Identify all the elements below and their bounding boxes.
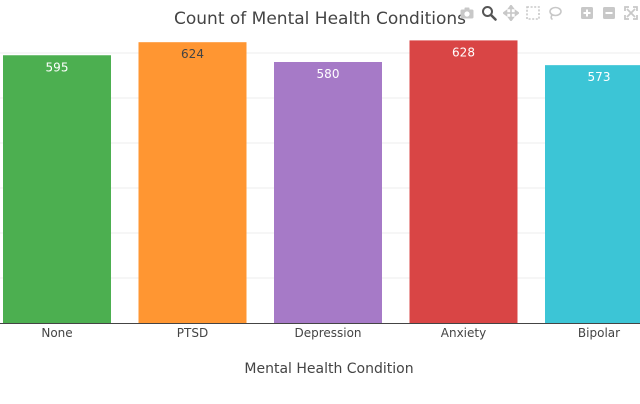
data-label-anxiety: 628 <box>452 45 475 59</box>
data-label-depression: 580 <box>317 67 340 81</box>
x-tick-label-depression: Depression <box>294 326 361 340</box>
chart-title: Count of Mental Health Conditions <box>174 9 466 29</box>
camera-icon[interactable] <box>458 4 476 22</box>
x-tick-label-anxiety: Anxiety <box>441 326 486 340</box>
modebar <box>458 4 640 22</box>
x-tick-label-ptsd: PTSD <box>177 326 208 340</box>
bar-depression[interactable] <box>274 62 382 323</box>
autoscale-icon[interactable] <box>622 4 640 22</box>
data-labels-group: 595 624 580 628 573 <box>46 45 611 84</box>
x-tick-labels-group: None PTSD Depression Anxiety Bipolar <box>41 326 620 340</box>
x-axis-title: Mental Health Condition <box>244 361 413 377</box>
bars-group <box>3 40 640 324</box>
x-tick-label-bipolar: Bipolar <box>578 326 620 340</box>
bar-none[interactable] <box>3 55 111 323</box>
zoom-in-icon[interactable] <box>578 4 596 22</box>
zoom-icon[interactable] <box>480 4 498 22</box>
bar-anxiety[interactable] <box>409 40 518 324</box>
box-select-icon[interactable] <box>524 4 542 22</box>
data-label-ptsd: 624 <box>181 47 204 61</box>
x-tick-label-none: None <box>41 326 72 340</box>
bar-bipolar[interactable] <box>545 65 640 324</box>
data-label-none: 595 <box>46 60 69 74</box>
data-label-bipolar: 573 <box>588 70 611 84</box>
lasso-select-icon[interactable] <box>546 4 564 22</box>
pan-icon[interactable] <box>502 4 520 22</box>
zoom-out-icon[interactable] <box>600 4 618 22</box>
bar-ptsd[interactable] <box>138 42 247 323</box>
